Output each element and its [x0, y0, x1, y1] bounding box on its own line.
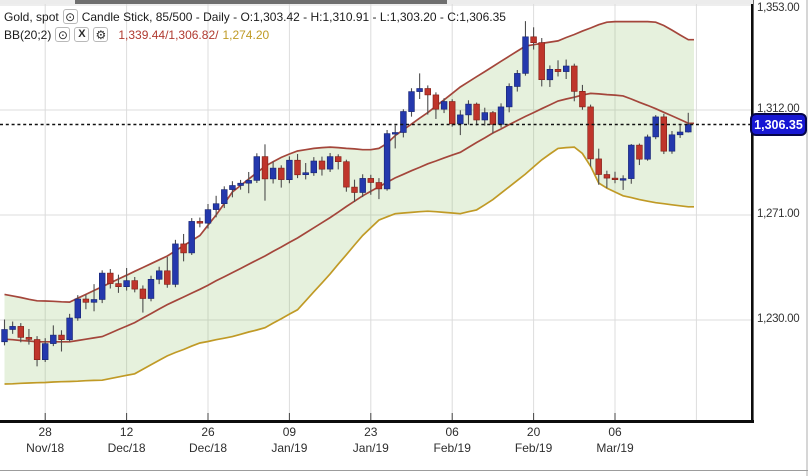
- indicator-label: BB(20;2): [4, 27, 52, 42]
- bb-upper-middle-values: 1,339.44/1,306.82/: [118, 27, 219, 42]
- window-right-border: [806, 0, 808, 476]
- indicator-header: BB(20;2) ⊙ X ⚙ 1,339.44/1,306.82/1,274.2…: [4, 27, 269, 42]
- eye-icon: ⊙: [57, 27, 68, 42]
- indicator-settings-button[interactable]: ⚙: [93, 27, 109, 42]
- bb-lower-value: 1,274.20: [222, 27, 270, 42]
- gear-icon: ⚙: [95, 27, 107, 42]
- indicator-visibility-button[interactable]: ⊙: [55, 27, 71, 42]
- series-info: Candle Stick, 85/500 - Daily - O:1,303.4…: [81, 9, 506, 24]
- eye-icon: ⊙: [65, 9, 76, 24]
- series-header: Gold, spot ⊙ Candle Stick, 85/500 - Dail…: [4, 9, 506, 24]
- chart-scrollbar-track[interactable]: [0, 0, 753, 4]
- bottom-separator: [0, 470, 808, 471]
- series-visibility-button[interactable]: ⊙: [62, 9, 78, 24]
- last-price-tag: 1,306.35: [750, 113, 807, 136]
- last-price-value: 1,306.35: [754, 117, 803, 132]
- indicator-remove-button[interactable]: X: [74, 27, 90, 42]
- close-icon: X: [78, 28, 86, 40]
- symbol-name: Gold, spot: [4, 9, 59, 24]
- chart-scrollbar-thumb[interactable]: [75, 0, 447, 4]
